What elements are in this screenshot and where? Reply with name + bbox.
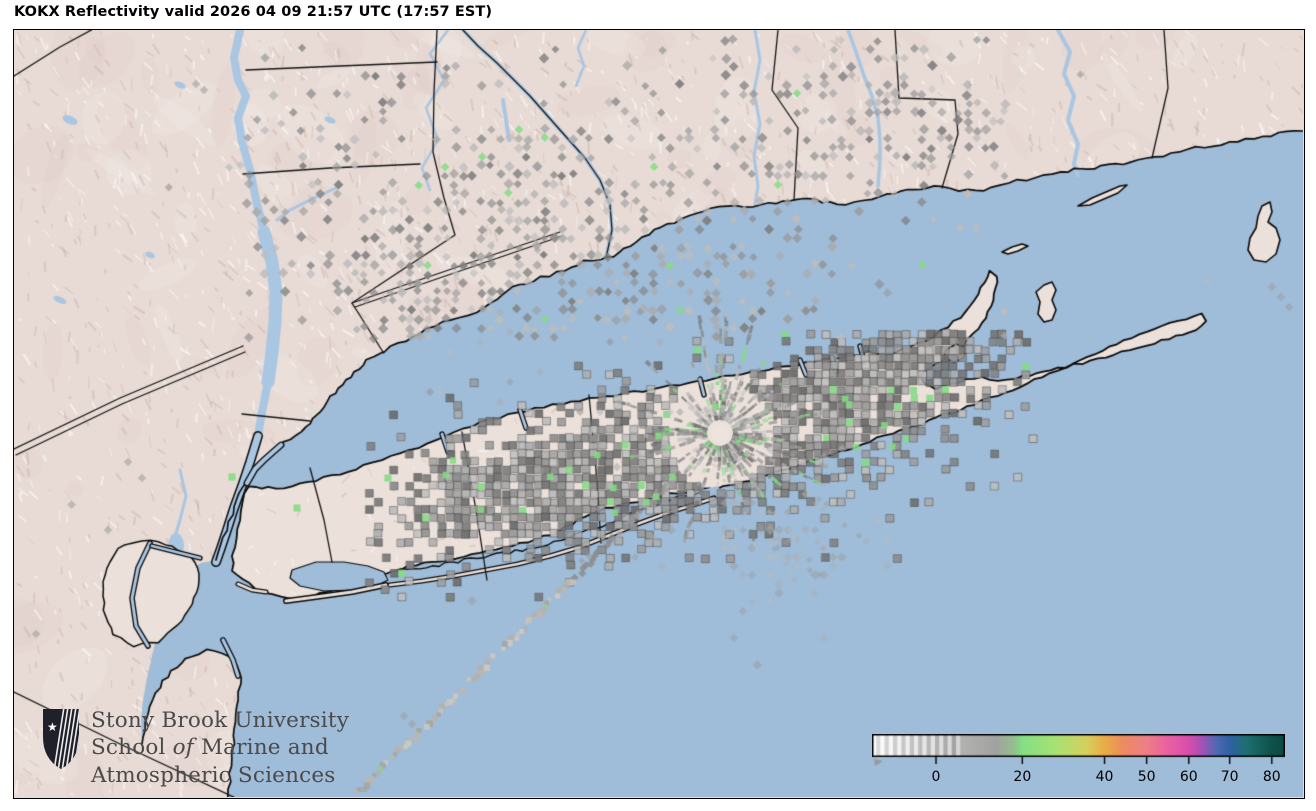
- radar-map-canvas: [14, 30, 1303, 797]
- shield-star-icon: ★: [47, 720, 58, 734]
- reflectivity-colorbar: 0 20 40 50 60 70 80: [872, 734, 1285, 786]
- sbu-logo: ★ Stony Brook University School of Marin…: [41, 707, 349, 789]
- sbu-shield-icon: ★: [43, 709, 79, 769]
- logo-line-1: Stony Brook University: [91, 708, 350, 733]
- colorbar-tick-label: 50: [1137, 769, 1156, 785]
- sbu-logo-text: Stony Brook University School of Marine …: [91, 707, 349, 789]
- colorbar-tick-label: 70: [1220, 769, 1239, 785]
- logo-line-2: School of Marine and: [91, 735, 329, 761]
- map-title: KOKX Reflectivity valid 2026 04 09 21:57…: [14, 4, 493, 20]
- map-frame: 0 20 40 50 60 70 80 ★ Stony Brook University S…: [13, 29, 1305, 799]
- colorbar-tick-label: 20: [1013, 769, 1032, 785]
- colorbar-tick-label: 0: [931, 769, 941, 785]
- colorbar-tick-label: 60: [1179, 769, 1198, 785]
- colorbar-gradient-canvas: [872, 734, 1285, 768]
- logo-line-3: Atmospheric Sciences: [91, 762, 336, 788]
- colorbar-tick-label: 40: [1095, 769, 1114, 785]
- colorbar-tick-labels: 0 20 40 50 60 70 80: [872, 769, 1285, 787]
- colorbar-tick-label: 80: [1262, 769, 1281, 785]
